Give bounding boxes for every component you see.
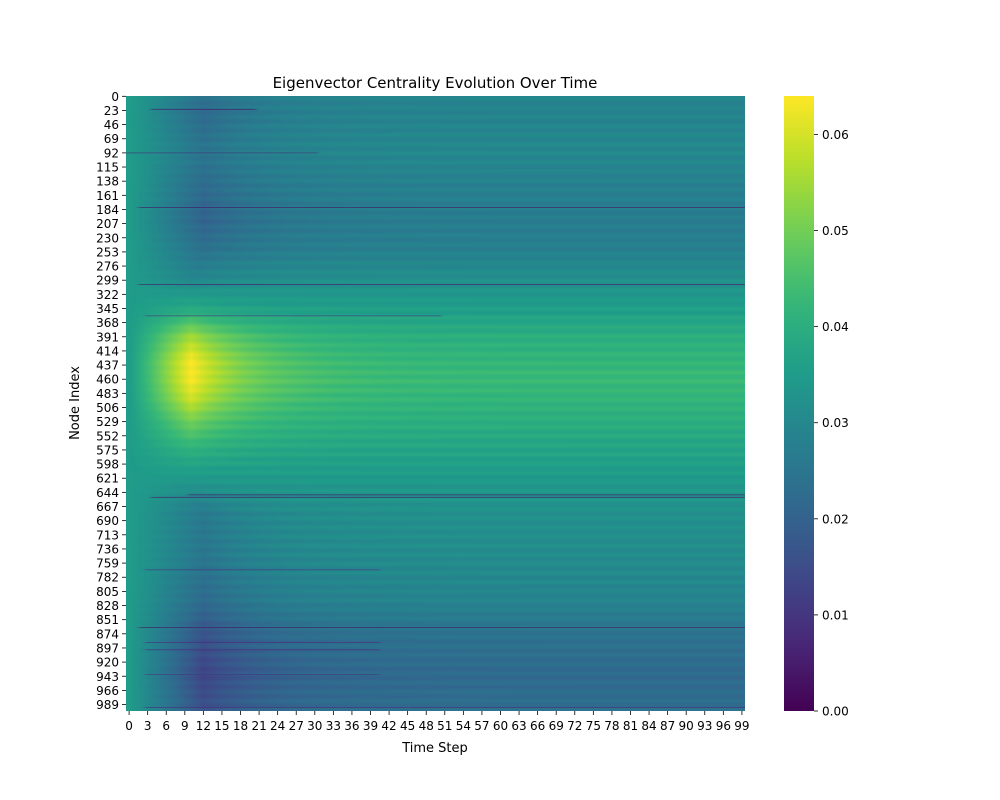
y-tick-label: 161 — [96, 189, 119, 203]
colorbar-tick-label: 0.01 — [822, 608, 849, 622]
x-tick-label: 60 — [493, 719, 508, 733]
x-tick-label: 90 — [679, 719, 694, 733]
x-tick-label: 36 — [344, 719, 359, 733]
y-tick-label: 115 — [96, 161, 119, 175]
y-tick-label: 851 — [96, 613, 119, 627]
x-tick-label: 57 — [474, 719, 489, 733]
x-tick-label: 42 — [381, 719, 396, 733]
y-tick-label: 345 — [96, 302, 119, 316]
y-tick-label: 598 — [96, 458, 119, 472]
y-tick-label: 368 — [96, 316, 119, 330]
y-tick-label: 437 — [96, 359, 119, 373]
y-tick-label: 69 — [104, 132, 119, 146]
y-tick-label: 276 — [96, 260, 119, 274]
x-tick-label: 81 — [623, 719, 638, 733]
y-tick-label: 0 — [111, 90, 119, 104]
colorbar-ticks: 0.00 0.01 0.02 0.03 0.04 0.05 0.06 — [814, 128, 849, 719]
x-tick-label: 9 — [181, 719, 189, 733]
x-tick-label: 48 — [419, 719, 434, 733]
x-axis-ticks: 0 3 6 9 12 15 18 21 24 27 30 33 36 39 42 45 48 51 54 57 60 63… — [125, 711, 750, 733]
y-tick-label: 920 — [96, 656, 119, 670]
x-tick-label: 93 — [697, 719, 712, 733]
x-tick-label: 33 — [326, 719, 341, 733]
y-tick-label: 805 — [96, 585, 119, 599]
x-tick-label: 21 — [251, 719, 266, 733]
y-tick-label: 667 — [96, 500, 119, 514]
y-tick-label: 138 — [96, 175, 119, 189]
y-tick-label: 828 — [96, 599, 119, 613]
x-tick-label: 30 — [307, 719, 322, 733]
colorbar-tick-label: 0.02 — [822, 512, 849, 526]
x-tick-label: 72 — [567, 719, 582, 733]
x-tick-label: 12 — [196, 719, 211, 733]
y-tick-label: 690 — [96, 514, 119, 528]
colorbar-tick-label: 0.05 — [822, 224, 849, 238]
x-tick-label: 84 — [641, 719, 656, 733]
y-tick-label: 207 — [96, 217, 119, 231]
x-tick-label: 27 — [289, 719, 304, 733]
colorbar-tick-label: 0.00 — [822, 705, 849, 719]
x-tick-label: 24 — [270, 719, 285, 733]
y-tick-label: 391 — [96, 330, 119, 344]
x-tick-label: 96 — [716, 719, 731, 733]
y-tick-label: 299 — [96, 274, 119, 288]
y-tick-label: 644 — [96, 486, 119, 500]
y-tick-label: 230 — [96, 231, 119, 245]
y-tick-label: 874 — [96, 627, 119, 641]
y-tick-label: 897 — [96, 641, 119, 655]
y-axis-ticks: 0234669921151381611842072302532762993223… — [96, 90, 126, 712]
y-tick-label: 552 — [96, 429, 119, 443]
x-tick-label: 78 — [604, 719, 619, 733]
y-tick-label: 989 — [96, 698, 119, 712]
colorbar — [784, 96, 814, 711]
y-tick-label: 184 — [96, 203, 119, 217]
y-tick-label: 483 — [96, 387, 119, 401]
y-tick-label: 943 — [96, 670, 119, 684]
y-tick-label: 46 — [104, 118, 119, 132]
y-tick-label: 23 — [104, 104, 119, 118]
heatmap-cells — [126, 96, 745, 711]
y-tick-label: 460 — [96, 373, 119, 387]
y-tick-label: 92 — [104, 146, 119, 160]
x-tick-label: 51 — [437, 719, 452, 733]
x-tick-label: 69 — [549, 719, 564, 733]
y-tick-label: 253 — [96, 245, 119, 259]
x-tick-label: 75 — [586, 719, 601, 733]
y-tick-label: 621 — [96, 472, 119, 486]
x-tick-label: 18 — [233, 719, 248, 733]
x-tick-label: 0 — [125, 719, 133, 733]
chart-title: Eigenvector Centrality Evolution Over Ti… — [273, 74, 598, 92]
colorbar-tick-label: 0.04 — [822, 320, 849, 334]
x-tick-label: 54 — [456, 719, 471, 733]
x-axis-label: Time Step — [401, 741, 468, 756]
y-tick-label: 966 — [96, 684, 119, 698]
x-tick-label: 3 — [144, 719, 152, 733]
x-tick-label: 66 — [530, 719, 545, 733]
y-tick-label: 322 — [96, 288, 119, 302]
y-tick-label: 529 — [96, 415, 119, 429]
x-tick-label: 6 — [162, 719, 170, 733]
x-tick-label: 39 — [363, 719, 378, 733]
x-tick-label: 45 — [400, 719, 415, 733]
y-tick-label: 506 — [96, 401, 119, 415]
y-tick-label: 759 — [96, 557, 119, 571]
y-tick-label: 736 — [96, 542, 119, 556]
colorbar-tick-label: 0.06 — [822, 128, 849, 142]
y-tick-label: 713 — [96, 528, 119, 542]
x-tick-label: 87 — [660, 719, 675, 733]
y-tick-label: 782 — [96, 571, 119, 585]
y-tick-label: 575 — [96, 443, 119, 457]
y-axis-label: Node Index — [68, 366, 83, 440]
x-tick-label: 15 — [214, 719, 229, 733]
x-tick-label: 99 — [734, 719, 749, 733]
x-tick-label: 63 — [511, 719, 526, 733]
y-tick-label: 414 — [96, 344, 119, 358]
colorbar-tick-label: 0.03 — [822, 416, 849, 430]
